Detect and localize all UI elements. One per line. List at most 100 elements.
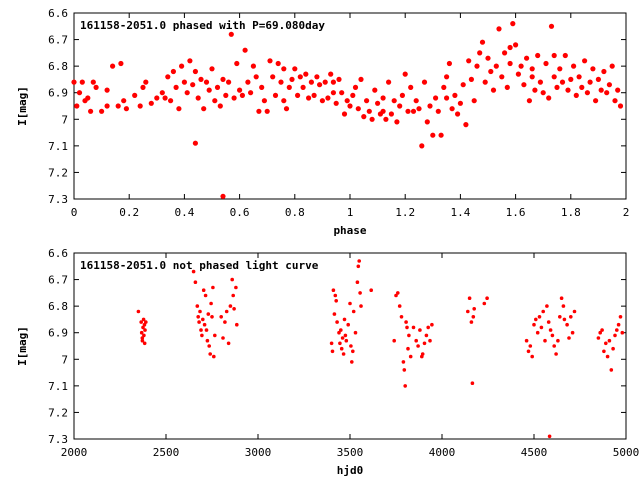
data-point xyxy=(154,95,160,101)
data-point xyxy=(598,330,602,335)
data-point xyxy=(351,309,356,314)
data-point xyxy=(524,338,529,343)
data-point xyxy=(411,325,416,330)
data-point xyxy=(507,60,513,67)
data-point xyxy=(546,320,551,324)
data-point xyxy=(474,63,480,69)
data-point xyxy=(325,95,331,101)
data-points xyxy=(136,259,625,439)
x-axis-label: phase xyxy=(333,224,366,237)
data-point xyxy=(466,58,472,64)
x-tick-label: 2000 xyxy=(61,446,88,459)
data-point xyxy=(330,90,336,96)
data-point xyxy=(331,288,336,293)
data-point xyxy=(335,320,339,324)
data-point xyxy=(250,63,256,69)
y-tick-label: 6.8 xyxy=(48,300,68,313)
data-point xyxy=(427,103,433,109)
data-point xyxy=(220,193,226,199)
data-point xyxy=(248,90,254,96)
data-point xyxy=(551,52,557,59)
data-point xyxy=(79,79,85,85)
data-point xyxy=(561,304,566,308)
x-tick-label: 5000 xyxy=(613,446,640,459)
data-point xyxy=(399,315,404,319)
data-point xyxy=(332,312,337,316)
x-tick-label: 1.4 xyxy=(450,206,470,219)
x-tick-label: 0.8 xyxy=(285,206,305,219)
data-point xyxy=(330,349,335,354)
data-point xyxy=(529,66,535,72)
y-tick-labels: 6.6 6.7 6.8 6.9 7 7.1 7.2 7.3 xyxy=(48,247,68,446)
data-point xyxy=(224,309,229,314)
data-point xyxy=(540,90,546,96)
data-point xyxy=(361,114,367,120)
x-axis-label: hjd0 xyxy=(337,464,364,477)
data-point xyxy=(330,79,336,85)
data-point xyxy=(502,50,508,56)
data-point xyxy=(231,95,237,101)
data-point xyxy=(232,307,236,311)
data-point xyxy=(292,66,298,72)
data-point xyxy=(201,106,207,112)
data-point xyxy=(532,87,538,93)
data-point xyxy=(206,87,212,93)
data-point xyxy=(403,384,408,388)
data-point xyxy=(118,60,124,67)
y-axis-label: I[mag] xyxy=(16,86,29,126)
data-point xyxy=(351,349,355,354)
x-tick-label: 1.2 xyxy=(395,206,415,219)
data-point xyxy=(85,95,91,101)
data-point xyxy=(609,63,615,69)
x-tick-label: 0.6 xyxy=(230,206,250,219)
data-point xyxy=(485,296,489,301)
data-point xyxy=(369,116,375,122)
data-point xyxy=(314,74,320,80)
data-point xyxy=(399,92,405,98)
data-point xyxy=(418,328,422,332)
data-point xyxy=(521,82,527,88)
data-point xyxy=(311,92,317,98)
data-point xyxy=(529,74,535,80)
data-point xyxy=(88,108,94,114)
data-point xyxy=(270,74,276,80)
y-tick-label: 6.8 xyxy=(48,60,68,73)
data-point xyxy=(143,328,147,332)
data-point xyxy=(554,352,558,356)
y-tick-label: 7.3 xyxy=(48,433,68,446)
x-tick-label: 0.2 xyxy=(119,206,139,219)
data-point xyxy=(471,98,477,104)
data-point xyxy=(242,47,248,53)
data-point xyxy=(322,79,328,85)
data-point xyxy=(336,76,342,82)
data-point xyxy=(593,98,599,104)
data-point xyxy=(226,79,232,85)
data-point xyxy=(193,280,198,285)
data-point xyxy=(567,336,571,340)
data-point xyxy=(337,330,341,335)
data-point xyxy=(430,322,434,327)
x-tick-labels: 2000 2500 3000 3500 4000 4500 5000 xyxy=(61,446,640,459)
data-point xyxy=(173,84,179,90)
data-point xyxy=(413,98,419,104)
y-tick-label: 7 xyxy=(61,113,68,126)
data-point xyxy=(209,66,215,72)
data-point xyxy=(568,76,574,82)
data-point xyxy=(143,79,149,85)
data-point xyxy=(515,71,522,77)
data-point xyxy=(582,58,588,64)
data-point xyxy=(421,79,428,85)
data-point xyxy=(349,344,353,348)
x-tick-label: 2500 xyxy=(153,446,180,459)
data-point xyxy=(212,98,218,104)
y-tick-labels: 6.6 6.7 6.8 6.9 7 7.1 7.2 7.3 xyxy=(48,7,68,206)
data-point xyxy=(576,74,582,80)
data-point xyxy=(207,344,211,348)
y-tick-label: 6.7 xyxy=(48,34,68,47)
data-point xyxy=(426,325,431,330)
data-point xyxy=(339,346,344,351)
x-tick-label: 1.8 xyxy=(561,206,581,219)
data-point xyxy=(463,122,469,128)
data-point xyxy=(615,87,621,93)
data-point xyxy=(584,90,591,96)
